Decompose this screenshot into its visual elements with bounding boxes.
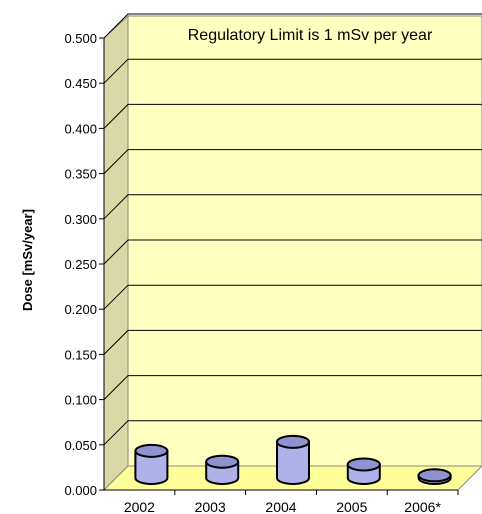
gridline [103,194,482,220]
gridline [103,58,482,84]
y-axis-title: Dose [mSv/year] [20,209,35,311]
bar-top [346,457,381,472]
gridline [103,329,482,355]
gridline [103,13,482,39]
bar-2003 [205,454,240,485]
bar-body [276,440,310,485]
gridline [103,420,482,446]
regulatory-limit-annotation: Regulatory Limit is 1 mSv per year [188,27,433,44]
x-tick-label: 2002 [124,499,155,514]
y-tick-label: 0.450 [64,76,97,91]
x-tick-label: 2003 [195,499,226,514]
bars [134,434,452,485]
y-tick-label: 0.250 [64,257,97,272]
y-tick-label: 0.050 [64,438,97,453]
gridlines [103,13,482,446]
x-tick-label: 2005 [336,499,367,514]
y-tick-label: 0.100 [64,393,97,408]
bar-top [134,443,169,458]
y-tick-label: 0.150 [64,347,97,362]
bar-2004 [276,434,310,485]
x-tick-labels: 2002 2003 2004 2005 2006* [124,490,459,514]
y-tick-label: 0.400 [64,121,97,136]
chart-side-wall [103,14,129,492]
bar-top [417,468,452,483]
y-tick-label: 0.000 [64,483,97,498]
y-tick-label: 0.500 [64,31,97,46]
bar-2002 [134,443,169,485]
y-tick-label: 0.200 [64,302,97,317]
gridline [103,284,482,310]
x-tick-label: 2004 [265,499,296,514]
x-tick-label: 2006* [404,499,441,514]
gridline [103,103,482,129]
bar-2005 [346,457,381,485]
y-tick-labels: 0.000 0.050 0.100 0.150 0.200 0.250 0.300 0.350… [64,31,104,498]
y-tick-label: 0.350 [64,167,97,182]
gridline [103,375,482,400]
bar-body [134,449,169,485]
gridline [103,239,482,265]
bar-top [205,454,240,469]
bar-2006 [417,468,452,485]
bar-top [276,434,310,449]
y-tick-label: 0.300 [64,212,97,227]
chart-back-wall [127,15,482,467]
gridline [103,149,482,174]
